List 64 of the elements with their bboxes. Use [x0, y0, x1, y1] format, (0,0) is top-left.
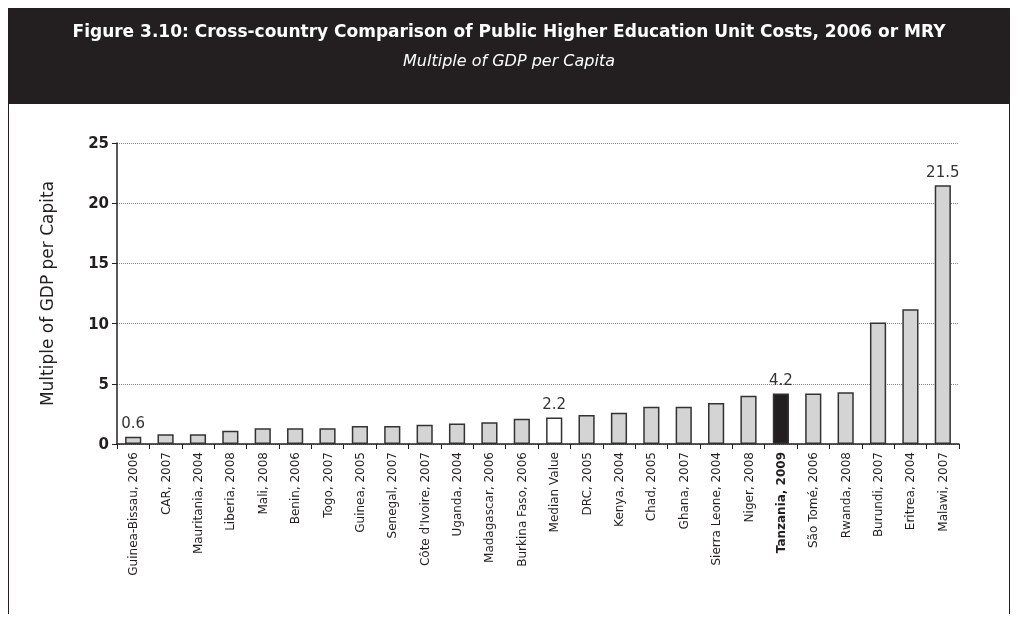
bar	[902, 309, 919, 444]
bar	[448, 423, 466, 444]
x-tick-label: Liberia, 2008	[223, 452, 238, 531]
x-tick-label: São Tomé, 2006	[806, 452, 821, 548]
x-tick-label: Togo, 2007	[320, 452, 335, 519]
x-tick-label: Burundi, 2007	[871, 452, 886, 538]
x-tick-label: Senegal, 2007	[385, 452, 400, 539]
data-label: 4.2	[768, 370, 793, 389]
bar	[416, 424, 433, 444]
x-tick-label: Sierra Leone, 2004	[709, 452, 724, 566]
bar	[189, 434, 207, 444]
y-tick-label: 5	[98, 374, 109, 393]
bar	[610, 412, 628, 444]
x-tick-label: Madagascar, 2006	[482, 452, 497, 563]
chart-title: Figure 3.10: Cross-country Comparison of Public Higher Education Unit Costs, 2006 or MRY	[72, 20, 947, 41]
chart-subtitle: Multiple of GDP per Capita	[403, 50, 615, 70]
bar	[384, 425, 401, 444]
x-tick-label: Mali, 2008	[255, 452, 270, 515]
x-tick-label: Benin, 2006	[288, 452, 303, 525]
x-tick-label: Kenya, 2004	[611, 452, 626, 527]
bar	[222, 430, 239, 444]
x-tick-label: Niger, 2008	[741, 452, 756, 523]
y-tick-label: 20	[88, 194, 109, 213]
x-tick-label: Côte d'Ivoire, 2007	[417, 452, 432, 567]
bar	[125, 436, 142, 444]
x-tick-label: Burkina Faso, 2006	[514, 452, 529, 567]
x-tick-label: DRC, 2005	[579, 452, 594, 516]
y-axis-title: Multiple of GDP per Capita	[36, 180, 57, 407]
bar	[481, 422, 498, 444]
x-tick-label: Guinea-Bissau, 2006	[126, 452, 141, 576]
bar	[513, 418, 530, 444]
x-tick-label: CAR, 2007	[158, 452, 173, 516]
bar	[546, 417, 563, 444]
y-tick-label: 15	[88, 254, 109, 273]
bar	[740, 395, 757, 444]
x-tick-label: Guinea, 2005	[352, 452, 367, 533]
y-tick-label: 0	[98, 435, 109, 453]
x-tick-label: Mauritania, 2004	[190, 452, 205, 555]
bar	[319, 428, 336, 444]
x-tick-label: Malawi, 2007	[935, 452, 950, 532]
y-tick-label: 10	[88, 314, 109, 333]
bar	[643, 406, 660, 444]
bar	[675, 406, 692, 444]
bar	[805, 393, 822, 444]
bar	[837, 392, 854, 444]
x-tick-label: Ghana, 2007	[676, 452, 691, 530]
data-label: 21.5	[926, 162, 960, 181]
data-label: 2.2	[542, 395, 567, 414]
x-tick-label: Median Value	[547, 452, 562, 533]
bar	[287, 428, 304, 444]
x-tick-label: Eritrea, 2004	[903, 452, 918, 531]
x-tick-label: Uganda, 2004	[450, 452, 465, 537]
x-tick-label: Chad, 2005	[644, 452, 659, 522]
bar	[578, 415, 595, 444]
y-tick-label: 25	[88, 134, 109, 152]
bar	[708, 403, 725, 444]
bar	[934, 185, 951, 444]
x-tick-label: Rwanda, 2008	[838, 452, 853, 539]
bar	[351, 425, 368, 444]
x-tick-label: Tanzania, 2009	[773, 452, 788, 554]
bar	[157, 434, 174, 444]
bar	[254, 428, 271, 444]
data-label: 0.6	[121, 414, 146, 433]
bar	[869, 322, 887, 444]
